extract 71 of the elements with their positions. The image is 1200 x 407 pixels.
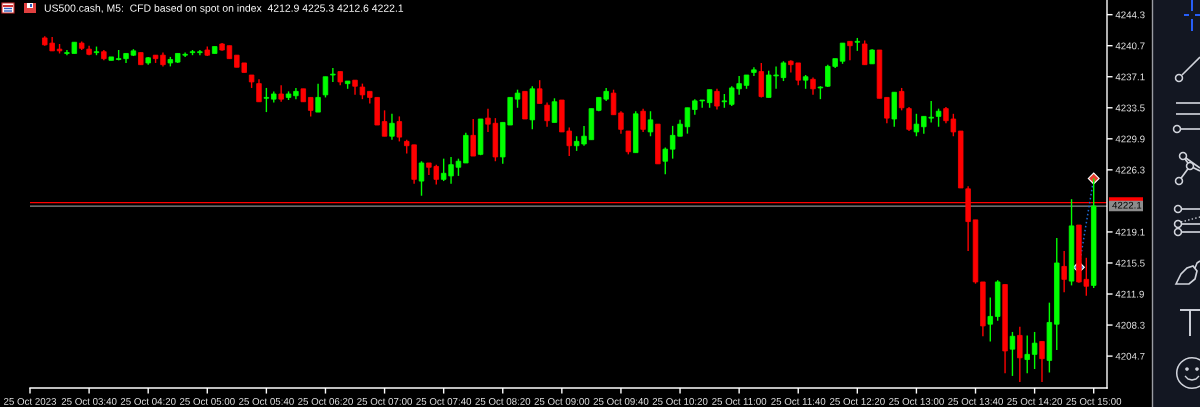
candlestick [987, 296, 993, 343]
candlestick [381, 109, 388, 137]
candlestick [544, 101, 550, 128]
candlestick [551, 97, 558, 124]
x-tick-label: 25 Oct 2023 [4, 397, 57, 405]
candlestick [330, 67, 336, 83]
candlestick [780, 60, 787, 82]
candlestick [913, 113, 920, 137]
y-tick-label: 4244.3 [1115, 11, 1145, 19]
x-tick-label: 25 Oct 11:00 [712, 397, 767, 405]
x-tick-label: 25 Oct 05:40 [239, 397, 294, 405]
y-tick-label: 4233.5 [1115, 104, 1145, 112]
x-tick-label: 25 Oct 10:20 [652, 397, 708, 405]
x-tick-label: 25 Oct 07:00 [357, 397, 413, 405]
candlestick [1031, 331, 1038, 370]
candlestick [315, 82, 321, 113]
x-tick-label: 25 Oct 15:00 [1066, 397, 1122, 405]
candlestick [389, 113, 395, 141]
candlestick [898, 87, 905, 112]
x-tick-label: 25 Oct 06:20 [298, 397, 353, 405]
chart-title: US500.cash, M5: CFD based on spot on index 4212.9 4225.3 4212.6 4222.1 [44, 4, 404, 14]
x-tick-label: 25 Oct 11:40 [771, 397, 826, 405]
candlestick [1039, 340, 1045, 383]
y-tick-label: 4215.5 [1115, 259, 1145, 267]
y-tick-label: 4219.1 [1115, 228, 1145, 236]
y-tick-label: 4226.3 [1115, 166, 1145, 174]
x-tick-label: 25 Oct 09:40 [593, 397, 649, 405]
candlestick [618, 110, 624, 135]
candlestick [862, 39, 868, 66]
candlestick [610, 88, 617, 116]
y-tick-label: 4229.9 [1115, 135, 1145, 143]
candlestick [322, 76, 329, 99]
x-tick-label: 25 Oct 05:00 [179, 397, 235, 405]
x-tick-label: 25 Oct 03:40 [61, 397, 117, 405]
candlestick [514, 88, 521, 109]
x-tick-label: 25 Oct 13:00 [889, 397, 944, 405]
x-tick-label: 25 Oct 12:20 [829, 397, 885, 405]
candlestick [884, 96, 890, 124]
candlestick [662, 146, 668, 175]
candlestick [935, 107, 942, 128]
candlestick [647, 110, 654, 137]
candlestick [625, 130, 632, 156]
candlestick [307, 96, 314, 118]
candlestick [839, 42, 846, 65]
ref-line-label: 4222.1 [1112, 201, 1142, 209]
y-tick-label: 4237.1 [1115, 73, 1145, 81]
candlestick [1017, 326, 1023, 383]
y-tick-label: 4240.7 [1115, 42, 1145, 50]
candlestick [396, 115, 403, 143]
y-tick-label: 4204.7 [1115, 352, 1145, 360]
x-tick-label: 25 Oct 09:00 [534, 397, 590, 405]
candlestick [1024, 334, 1030, 375]
candlestick [640, 107, 646, 133]
candlestick [263, 87, 270, 113]
candlestick [714, 88, 720, 111]
candlestick [1009, 331, 1016, 377]
candlestick [256, 78, 262, 103]
x-tick-label: 25 Oct 13:40 [948, 397, 1003, 405]
x-tick-label: 25 Oct 04:20 [120, 397, 176, 405]
candlestick [1061, 250, 1067, 293]
y-tick-label: 4211.9 [1115, 290, 1144, 298]
y-tick-label: 4208.3 [1115, 321, 1145, 329]
candlestick [706, 88, 713, 109]
x-tick-label: 25 Oct 08:20 [475, 397, 531, 405]
candlestick [470, 118, 476, 157]
x-tick-label: 25 Oct 14:20 [1007, 397, 1063, 405]
candlestick [847, 40, 853, 62]
candlestick [536, 79, 543, 105]
x-tick-label: 25 Oct 07:40 [416, 397, 472, 405]
candlestick [906, 106, 912, 132]
candlestick [418, 160, 425, 197]
